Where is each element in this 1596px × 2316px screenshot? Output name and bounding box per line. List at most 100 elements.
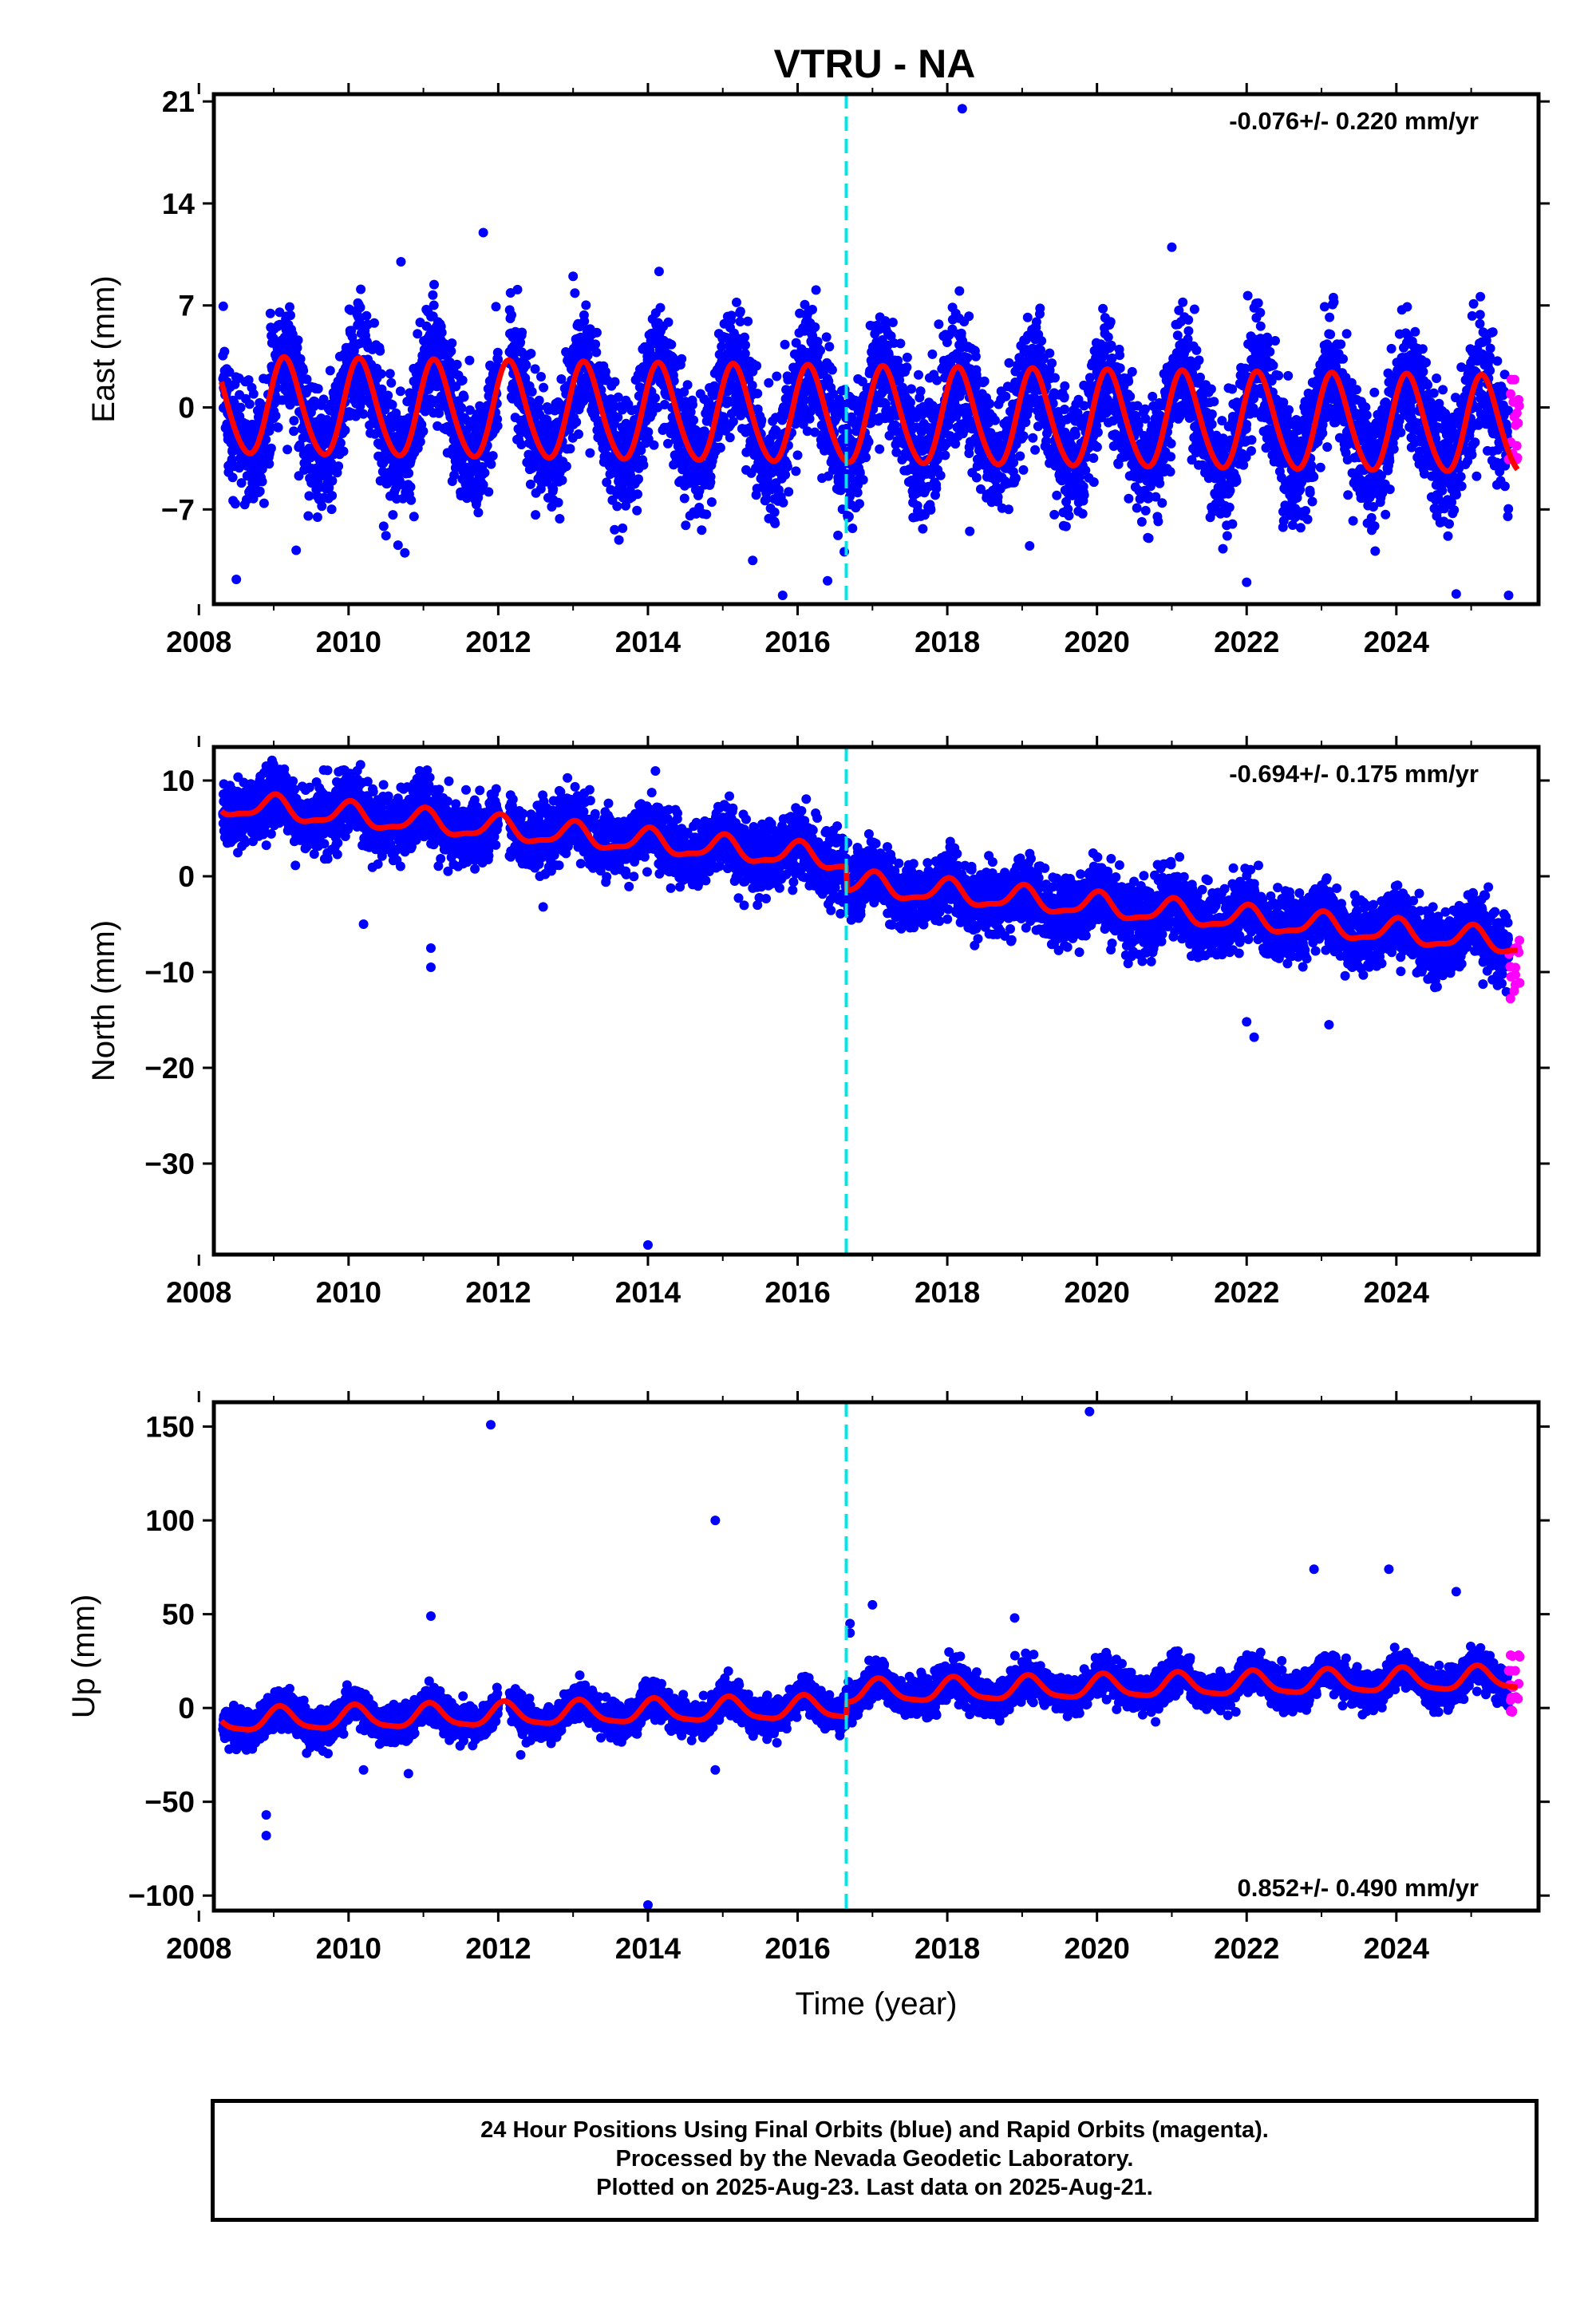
final-orbit-point bbox=[1225, 485, 1235, 496]
final-orbit-point bbox=[602, 477, 612, 488]
final-orbit-point bbox=[409, 512, 419, 522]
final-orbit-point bbox=[833, 530, 843, 540]
final-orbit-point bbox=[400, 547, 410, 558]
final-orbit-point bbox=[964, 311, 974, 322]
final-orbit-point bbox=[561, 461, 571, 472]
final-orbit-point bbox=[1115, 350, 1125, 361]
final-orbit-point bbox=[632, 505, 642, 516]
final-orbit-point bbox=[385, 369, 395, 379]
final-orbit-point bbox=[735, 306, 745, 317]
final-orbit-point bbox=[255, 486, 265, 496]
final-orbit-point bbox=[1166, 438, 1176, 449]
final-orbit-point bbox=[303, 511, 314, 521]
panels: 2008 2010 2012 2014 2016 2018 2020 2022 20242114… bbox=[66, 83, 1550, 2022]
final-orbit-point bbox=[827, 365, 837, 375]
final-orbit-point bbox=[1127, 366, 1137, 377]
final-orbit-point bbox=[391, 484, 401, 494]
final-orbit-point bbox=[858, 475, 868, 485]
final-orbit-point bbox=[248, 493, 259, 504]
final-orbit-point bbox=[292, 342, 302, 353]
final-orbit-point bbox=[1144, 533, 1154, 543]
final-orbit-point bbox=[706, 497, 717, 508]
final-orbit-point bbox=[244, 399, 255, 409]
final-orbit-point bbox=[682, 380, 693, 390]
final-orbit-point bbox=[728, 417, 738, 427]
final-orbit-point bbox=[289, 416, 299, 426]
final-orbit-point bbox=[391, 408, 401, 418]
final-orbit-point bbox=[473, 508, 484, 518]
final-orbit-point bbox=[516, 440, 527, 449]
final-orbit-point bbox=[1183, 326, 1194, 336]
final-orbit-point bbox=[979, 376, 990, 386]
final-orbit-point bbox=[1060, 405, 1070, 414]
final-orbit-point bbox=[404, 468, 414, 478]
final-orbit-point bbox=[618, 523, 628, 533]
final-orbit-point bbox=[907, 384, 916, 394]
final-orbit-point bbox=[1209, 397, 1219, 407]
final-orbit-point bbox=[355, 302, 365, 313]
final-orbit-point bbox=[456, 403, 467, 413]
final-orbit-point bbox=[446, 346, 456, 356]
final-orbit-point bbox=[271, 411, 281, 421]
final-orbit-point bbox=[491, 302, 501, 312]
final-orbit-point bbox=[548, 484, 559, 494]
final-orbit-point bbox=[492, 421, 503, 431]
final-orbit-point bbox=[318, 394, 329, 405]
final-orbit-point bbox=[534, 395, 544, 405]
final-orbit-point bbox=[688, 400, 697, 410]
final-orbit-point bbox=[1004, 358, 1014, 368]
final-orbit-point bbox=[512, 284, 523, 294]
final-orbit-point bbox=[1165, 467, 1175, 477]
final-orbit-point bbox=[464, 405, 475, 415]
final-orbit-point bbox=[1136, 516, 1147, 527]
final-orbit-point bbox=[478, 480, 488, 490]
final-orbit-point bbox=[304, 491, 314, 501]
final-orbit-point bbox=[1035, 303, 1045, 314]
final-orbit-point bbox=[413, 329, 423, 339]
final-orbit-point bbox=[591, 347, 602, 358]
final-orbit-point bbox=[235, 402, 246, 413]
final-orbit-point bbox=[902, 362, 912, 373]
final-orbit-point bbox=[614, 535, 624, 545]
final-orbit-point bbox=[507, 310, 516, 320]
final-orbit-point bbox=[361, 310, 372, 321]
final-orbit-point bbox=[780, 339, 790, 350]
final-orbit-point bbox=[591, 339, 601, 350]
final-orbit-point bbox=[387, 400, 397, 410]
final-orbit-point bbox=[1227, 384, 1238, 394]
final-orbit-point bbox=[600, 366, 610, 377]
final-orbit-point bbox=[1207, 409, 1217, 419]
final-orbit-point bbox=[1191, 345, 1202, 355]
final-orbit-point bbox=[918, 524, 928, 534]
final-orbit-point bbox=[1132, 503, 1142, 513]
final-orbit-point bbox=[689, 415, 699, 425]
final-orbit-point bbox=[1157, 498, 1167, 508]
final-orbit-point bbox=[638, 460, 649, 470]
final-orbit-point bbox=[1088, 453, 1099, 463]
final-orbit-point bbox=[1049, 509, 1060, 520]
final-orbit-point bbox=[1004, 504, 1013, 515]
final-orbit-point bbox=[516, 338, 526, 347]
final-orbit-point bbox=[1231, 476, 1242, 486]
final-orbit-point bbox=[1030, 445, 1041, 455]
final-orbit-point bbox=[993, 492, 1003, 502]
final-orbit-point bbox=[1070, 429, 1080, 440]
final-orbit-point bbox=[985, 399, 995, 409]
final-orbit-point bbox=[488, 451, 498, 461]
final-orbit-point bbox=[649, 440, 659, 450]
final-orbit-point bbox=[1079, 490, 1089, 500]
final-orbit-point bbox=[1001, 391, 1011, 401]
final-orbit-point bbox=[757, 415, 767, 425]
final-orbit-point bbox=[792, 450, 803, 460]
final-orbit-point bbox=[571, 417, 582, 427]
final-orbit-point bbox=[1060, 381, 1070, 391]
final-orbit-point bbox=[915, 386, 926, 397]
final-orbit-point bbox=[732, 297, 741, 307]
final-orbit-point bbox=[1088, 477, 1099, 488]
final-orbit-point bbox=[326, 504, 337, 515]
final-orbit-point bbox=[449, 470, 460, 480]
final-orbit-point bbox=[553, 497, 563, 508]
final-orbit-point bbox=[895, 338, 906, 349]
final-orbit-point bbox=[325, 366, 335, 376]
chart-title: VTRU - NA bbox=[774, 41, 976, 86]
